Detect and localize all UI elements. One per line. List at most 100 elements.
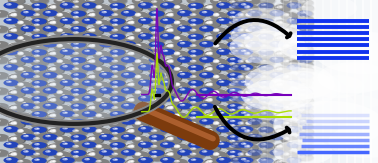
Circle shape: [244, 22, 250, 24]
Circle shape: [193, 128, 195, 129]
Circle shape: [101, 26, 107, 29]
Circle shape: [125, 20, 141, 27]
Circle shape: [187, 38, 204, 45]
Circle shape: [143, 123, 144, 124]
Circle shape: [60, 91, 62, 92]
Circle shape: [237, 17, 241, 18]
Circle shape: [282, 0, 297, 5]
Circle shape: [235, 92, 239, 93]
Circle shape: [121, 134, 136, 140]
FancyBboxPatch shape: [251, 0, 260, 163]
Circle shape: [50, 128, 53, 130]
Circle shape: [179, 117, 183, 119]
Circle shape: [177, 38, 179, 39]
Circle shape: [243, 75, 260, 82]
Circle shape: [135, 0, 141, 1]
Circle shape: [235, 107, 239, 109]
Circle shape: [60, 64, 75, 71]
FancyBboxPatch shape: [322, 0, 332, 163]
Circle shape: [8, 121, 24, 128]
Circle shape: [245, 28, 260, 35]
Circle shape: [59, 122, 62, 123]
Circle shape: [135, 44, 141, 47]
Circle shape: [128, 148, 132, 150]
Circle shape: [249, 55, 253, 57]
Circle shape: [60, 125, 70, 129]
Circle shape: [296, 82, 314, 89]
Circle shape: [243, 35, 245, 36]
Circle shape: [279, 114, 282, 116]
Circle shape: [129, 20, 131, 21]
Circle shape: [115, 35, 117, 36]
Circle shape: [17, 144, 23, 147]
Circle shape: [243, 16, 253, 20]
Circle shape: [216, 60, 218, 61]
Circle shape: [16, 98, 31, 104]
Circle shape: [178, 51, 187, 54]
Circle shape: [85, 45, 95, 49]
Circle shape: [174, 99, 180, 102]
Circle shape: [60, 153, 62, 154]
Circle shape: [299, 89, 306, 91]
Circle shape: [272, 135, 278, 137]
Circle shape: [24, 113, 25, 114]
Circle shape: [101, 11, 107, 13]
Circle shape: [170, 138, 172, 139]
Circle shape: [14, 45, 16, 47]
Circle shape: [203, 82, 220, 89]
Circle shape: [112, 29, 118, 32]
Circle shape: [56, 14, 63, 17]
Circle shape: [93, 143, 109, 150]
Circle shape: [153, 21, 156, 22]
Circle shape: [167, 13, 173, 16]
Circle shape: [206, 68, 212, 70]
Circle shape: [165, 94, 175, 98]
Circle shape: [228, 104, 244, 110]
Circle shape: [50, 84, 56, 86]
Circle shape: [179, 71, 183, 73]
Circle shape: [289, 138, 298, 142]
Circle shape: [141, 138, 150, 142]
Circle shape: [3, 49, 19, 55]
Circle shape: [151, 150, 164, 156]
Circle shape: [22, 37, 32, 41]
Circle shape: [237, 48, 241, 49]
Circle shape: [235, 78, 245, 82]
Circle shape: [248, 44, 251, 45]
Circle shape: [101, 99, 110, 103]
Circle shape: [186, 43, 205, 51]
Circle shape: [61, 29, 71, 34]
Circle shape: [61, 136, 70, 140]
Circle shape: [204, 100, 208, 101]
Circle shape: [277, 160, 283, 163]
Circle shape: [109, 80, 125, 87]
Circle shape: [186, 89, 205, 97]
Circle shape: [246, 105, 248, 106]
Circle shape: [300, 135, 306, 138]
Circle shape: [204, 112, 220, 119]
Circle shape: [125, 52, 142, 59]
Circle shape: [205, 35, 214, 39]
Circle shape: [241, 52, 258, 59]
Circle shape: [14, 13, 16, 14]
Circle shape: [283, 137, 290, 139]
Circle shape: [260, 19, 267, 22]
Circle shape: [240, 158, 254, 163]
Circle shape: [251, 53, 254, 55]
Circle shape: [206, 144, 221, 151]
Circle shape: [250, 119, 256, 122]
Circle shape: [190, 153, 197, 156]
Circle shape: [276, 114, 291, 121]
Circle shape: [111, 132, 126, 138]
Circle shape: [219, 111, 225, 114]
Circle shape: [205, 5, 220, 12]
Circle shape: [61, 14, 71, 18]
Circle shape: [211, 0, 227, 4]
Circle shape: [33, 23, 48, 30]
Circle shape: [245, 153, 251, 156]
Circle shape: [179, 51, 183, 52]
Circle shape: [302, 78, 305, 79]
Circle shape: [236, 122, 251, 128]
Circle shape: [218, 43, 222, 45]
Circle shape: [140, 110, 144, 111]
